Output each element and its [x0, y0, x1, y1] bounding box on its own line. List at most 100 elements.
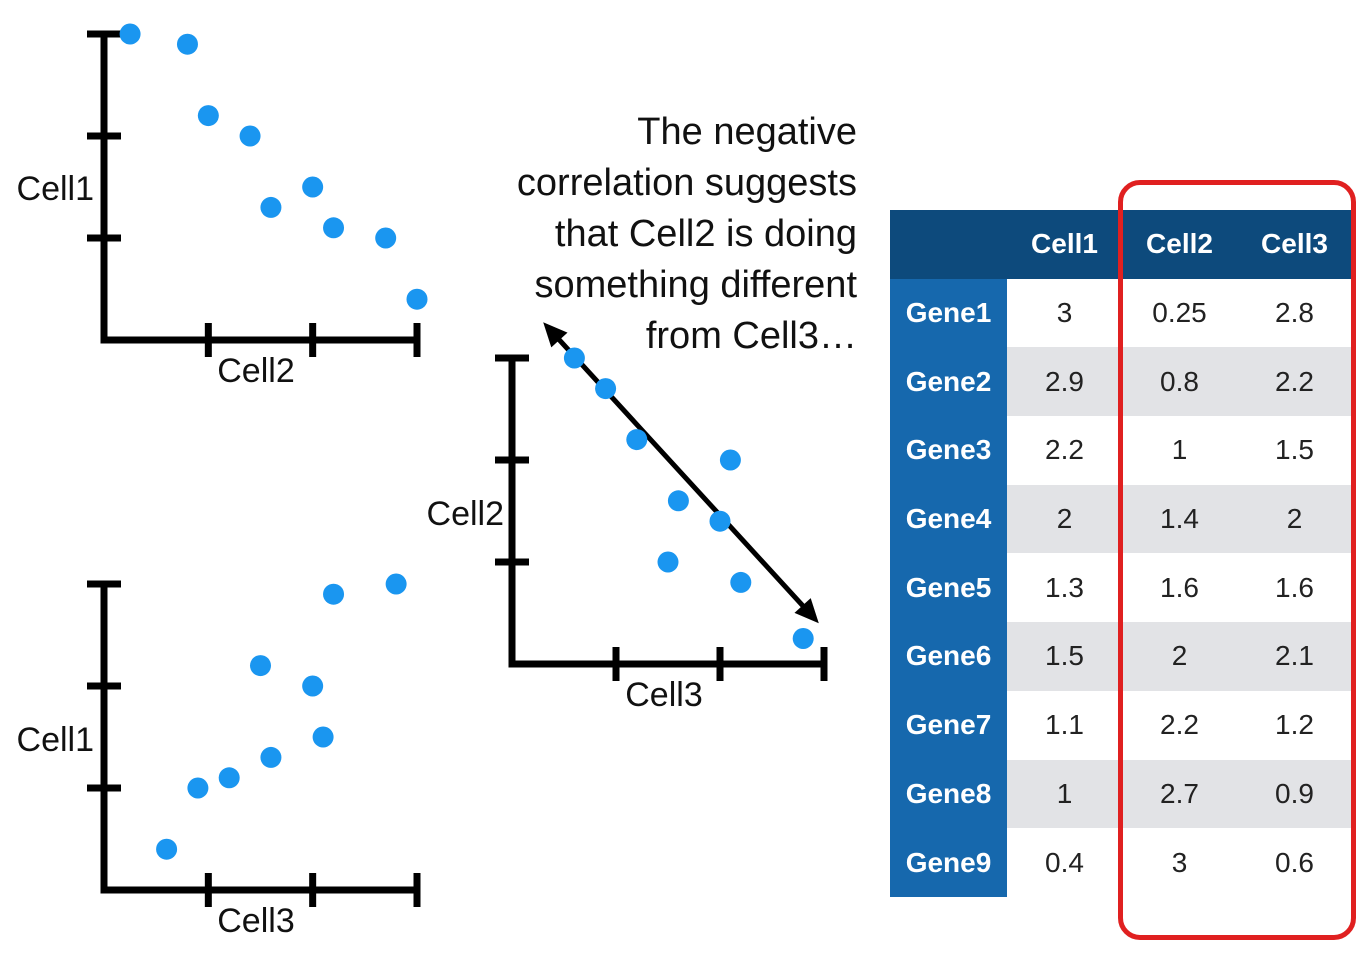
table-cell: 2.2 — [1007, 416, 1122, 485]
table-cell: 1.6 — [1122, 553, 1237, 623]
x-axis-label: Cell3 — [217, 902, 294, 940]
table-row: Gene4 2 1.4 2 — [890, 484, 1352, 554]
x-axis-label: Cell3 — [625, 676, 702, 714]
axis-lines — [100, 584, 417, 894]
table-row: Gene9 0.4 3 0.6 — [890, 828, 1352, 897]
table-cell: 2.1 — [1237, 622, 1352, 691]
table-cell: 3 — [1122, 828, 1237, 897]
column-header-cell1: Cell1 — [1007, 210, 1122, 279]
scatter-point — [626, 429, 648, 451]
table-cell: 0.25 — [1122, 278, 1237, 348]
scatter-point — [197, 105, 219, 127]
table-cell: 2.8 — [1237, 278, 1352, 348]
highlight-box-cell2-cell3 — [1118, 180, 1356, 940]
axis-lines — [100, 34, 417, 344]
scatter-point — [218, 767, 240, 789]
annotation-line-2: correlation suggests — [517, 162, 857, 204]
table-cell: 1.1 — [1007, 690, 1122, 760]
scatter-point — [323, 583, 345, 605]
scatter-point — [302, 176, 324, 198]
annotation-line-5: from Cell3… — [646, 315, 857, 357]
row-header-gene: Gene5 — [890, 553, 1007, 623]
scatter-point — [385, 573, 407, 595]
trend-arrow-line — [553, 333, 809, 612]
scatter-cell1-vs-cell2: Cell2 Cell1 — [17, 23, 428, 390]
table-cell: 1.5 — [1007, 622, 1122, 691]
y-axis-label: Cell1 — [17, 170, 94, 208]
row-header-gene: Gene3 — [890, 416, 1007, 485]
annotation-line-1: The negative — [637, 111, 857, 153]
table-row: Gene2 2.9 0.8 2.2 — [890, 347, 1352, 417]
table-cell: 2 — [1237, 484, 1352, 554]
gene-expression-table: Cell1 Cell2 Cell3 Gene1 3 0.25 2.8 Gene2 2.9 0… — [890, 210, 1352, 897]
column-header-cell2: Cell2 — [1122, 210, 1237, 279]
table-corner-cell — [890, 210, 1007, 279]
table-cell: 2 — [1122, 622, 1237, 691]
row-header-gene: Gene4 — [890, 484, 1007, 554]
table-row: Gene5 1.3 1.6 1.6 — [890, 553, 1352, 623]
scatter-point — [119, 23, 141, 45]
scatter-point — [176, 33, 198, 55]
scatter-point — [563, 347, 585, 369]
scatter-point — [156, 838, 178, 860]
table-cell: 2.2 — [1122, 690, 1237, 760]
scatter-point — [657, 551, 679, 573]
table-cell: 2.7 — [1122, 759, 1237, 829]
scatter-point — [375, 227, 397, 249]
table-cell: 0.4 — [1007, 828, 1122, 897]
trend-arrow-head-start — [543, 322, 568, 348]
y-axis-label: Cell1 — [17, 721, 94, 759]
table-cell: 0.8 — [1122, 347, 1237, 417]
trend-arrow-head-end — [794, 598, 819, 624]
table-row: Gene1 3 0.25 2.8 — [890, 278, 1352, 348]
table-cell: 1.6 — [1237, 553, 1352, 623]
table-row: Gene8 1 2.7 0.9 — [890, 759, 1352, 829]
row-header-gene: Gene1 — [890, 278, 1007, 348]
table-cell: 1.3 — [1007, 553, 1122, 623]
row-header-gene: Gene9 — [890, 828, 1007, 897]
annotation-line-3: that Cell2 is doing — [555, 213, 857, 255]
table-cell: 1 — [1122, 416, 1237, 485]
scatter-point — [302, 675, 324, 697]
scatter-point — [260, 746, 282, 768]
row-header-gene: Gene6 — [890, 622, 1007, 691]
row-header-gene: Gene8 — [890, 759, 1007, 829]
row-header-gene: Gene7 — [890, 690, 1007, 760]
scatter-point — [250, 655, 271, 677]
scatter-point — [595, 378, 617, 400]
y-axis-label: Cell2 — [427, 495, 504, 533]
scatter-cell2-vs-cell3: Cell3 Cell2 — [427, 322, 828, 714]
scatter-point — [312, 726, 334, 748]
scatter-point — [719, 449, 741, 471]
table-cell: 2.2 — [1237, 347, 1352, 417]
scatter-point — [709, 510, 731, 532]
table-cell: 0.6 — [1237, 828, 1352, 897]
table-row: Gene6 1.5 2 2.1 — [890, 622, 1352, 691]
axis-lines — [508, 358, 824, 668]
table-row: Gene7 1.1 2.2 1.2 — [890, 690, 1352, 760]
table-cell: 1.2 — [1237, 690, 1352, 760]
scatter-point — [323, 217, 345, 239]
scatter-point — [187, 777, 209, 799]
scatter-point — [239, 125, 261, 147]
scatter-point — [667, 490, 689, 512]
table-cell: 1.4 — [1122, 484, 1237, 554]
table-header-row: Cell1 Cell2 Cell3 — [890, 210, 1352, 279]
table-cell: 2.9 — [1007, 347, 1122, 417]
scatter-point — [260, 196, 282, 218]
column-header-cell3: Cell3 — [1237, 210, 1352, 279]
scatter-point — [792, 628, 814, 649]
table-cell: 3 — [1007, 278, 1122, 348]
scatter-point — [406, 288, 428, 310]
row-header-gene: Gene2 — [890, 347, 1007, 417]
table-cell: 0.9 — [1237, 759, 1352, 829]
x-axis-label: Cell2 — [217, 352, 294, 390]
annotation-line-4: something different — [535, 264, 858, 306]
scatter-cell1-vs-cell3: Cell3 Cell1 — [17, 573, 421, 940]
table-cell: 1 — [1007, 759, 1122, 829]
table-cell: 2 — [1007, 484, 1122, 554]
table-row: Gene3 2.2 1 1.5 — [890, 416, 1352, 485]
table-cell: 1.5 — [1237, 416, 1352, 485]
scatter-point — [730, 571, 752, 593]
